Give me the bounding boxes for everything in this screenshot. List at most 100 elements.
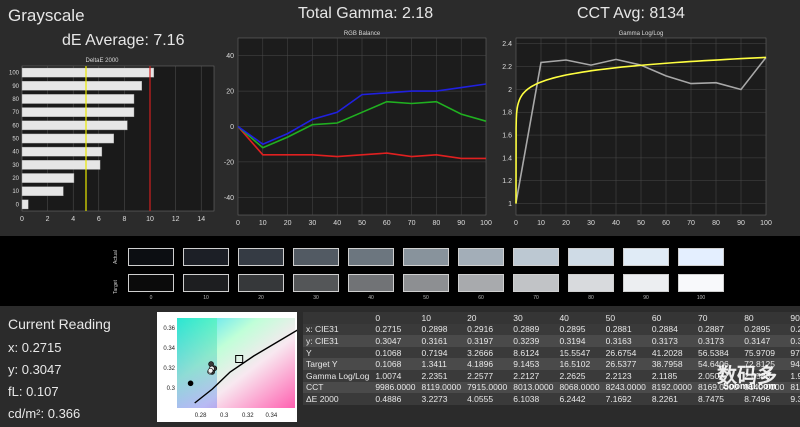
table-cell: 15.5547 <box>556 346 603 359</box>
cie-chart: 0.3 0.32 0.34 0.36 0.28 0.3 0.32 0.34 <box>163 318 302 419</box>
table-cell: 1.0074 <box>372 369 419 382</box>
table-cell: 9.1453 <box>510 358 557 370</box>
table-cell: 0.2884 <box>648 323 696 336</box>
cie-x-tick: 0.28 <box>195 413 207 419</box>
total-gamma-label: Total Gamma: 2.18 <box>298 5 434 22</box>
x-tick-label: 100 <box>760 220 772 227</box>
delta-e-x-tick: 14 <box>197 216 205 223</box>
x-tick-label: 60 <box>383 220 391 227</box>
de-average-label: dE Average: 7.16 <box>62 32 185 49</box>
table-cell: 26.5377 <box>602 358 649 370</box>
table-cell: 0.2916 <box>464 323 511 336</box>
table-cell: 2.0503 <box>695 369 742 382</box>
table-cell: 8013.0000 <box>510 381 557 394</box>
swatch-level-label: 60 <box>478 295 484 301</box>
table-cell: 6.1038 <box>510 393 557 405</box>
table-cell: 8119.0000 <box>418 381 465 394</box>
delta-e-x-tick: 8 <box>122 216 126 223</box>
table-cell: 16.5102 <box>556 358 603 370</box>
reading-y: y: 0.3047 <box>8 362 62 377</box>
table-cell: 1.9992 <box>787 369 800 382</box>
y-tick-label: 0 <box>230 124 234 131</box>
x-tick-label: 40 <box>333 220 341 227</box>
swatch-level-label: 10 <box>203 295 209 301</box>
table-row-label: Target Y <box>303 358 373 370</box>
y-tick-label: 2.2 <box>502 64 512 71</box>
table-cell: 8140.0000 <box>741 381 788 394</box>
actual-swatch <box>403 248 449 266</box>
delta-e-category-label: 80 <box>12 97 19 103</box>
table-cell: 0.2895 <box>556 323 603 336</box>
watermark: 数码多 Soomal.com <box>709 365 799 419</box>
delta-e-chart-title: DeltaE 2000 <box>85 58 119 64</box>
table-cell: 0.3197 <box>464 335 511 347</box>
table-cell: 4.1896 <box>464 358 511 370</box>
table-cell: 3.2273 <box>418 393 465 405</box>
table-cell: 0.3147 <box>741 335 788 347</box>
series-line <box>515 56 767 204</box>
target-swatch <box>348 274 394 292</box>
table-cell: 50 <box>602 312 649 324</box>
table-cell: 0.2895 <box>787 323 800 336</box>
table-cell: 6.2442 <box>556 393 603 405</box>
delta-e-category-label: 90 <box>12 84 19 90</box>
actual-swatch <box>568 248 614 266</box>
cct-avg-label: CCT Avg: 8134 <box>577 5 685 22</box>
table-cell: 4.0555 <box>464 393 511 405</box>
table-cell: 0.3173 <box>648 335 696 347</box>
cie-chart-frame: 0.3 0.32 0.34 0.36 0.28 0.3 0.32 0.34 <box>157 312 302 422</box>
table-cell: 0.2889 <box>510 323 557 336</box>
target-swatch <box>458 274 504 292</box>
table-cell: 8144.0000 <box>787 381 800 394</box>
table-cell: 2.2625 <box>556 369 603 382</box>
delta-e-category-label: 100 <box>9 71 20 77</box>
y-tick-label: 40 <box>226 53 234 60</box>
x-tick-label: 100 <box>480 220 492 227</box>
actual-swatch <box>183 248 229 266</box>
target-swatch <box>623 274 669 292</box>
target-swatch <box>513 274 559 292</box>
table-cell: 26.6754 <box>602 346 649 359</box>
x-tick-label: 80 <box>712 220 720 227</box>
rgb-balance-chart: RGB Balance -40 -20 0 20 40 0 10 20 30 40 50 60 70 8… <box>224 31 492 227</box>
table-cell: 7915.0000 <box>464 381 511 394</box>
swatch-level-label: 90 <box>643 295 649 301</box>
actual-swatch <box>678 248 724 266</box>
x-tick-label: 60 <box>662 220 670 227</box>
x-tick-label: 10 <box>537 220 545 227</box>
delta-e-bar <box>21 146 103 157</box>
table-cell: 0.1068 <box>372 358 419 370</box>
x-tick-label: 30 <box>309 220 317 227</box>
swatch-band: Actual Target 0 10 20 30 40 50 60 70 80 90 100 <box>0 236 800 306</box>
table-cell: 0.3194 <box>556 335 603 347</box>
table-cell: 1.3411 <box>418 358 465 370</box>
table-cell: 0.1068 <box>372 346 419 359</box>
cie-y-tick: 0.36 <box>163 326 175 332</box>
swatch-level-label: 80 <box>588 295 594 301</box>
current-reading-title: Current Reading <box>8 316 111 332</box>
actual-swatch <box>293 248 339 266</box>
series-line <box>237 125 486 160</box>
measurement-table-wrap: 0 10 20 30 40 50 60 70 80 90 x: CIE31 0.2715 0.2898 0… <box>303 312 800 424</box>
table-cell: 2.0583 <box>741 369 788 382</box>
target-swatch <box>293 274 339 292</box>
table-cell: 2.2577 <box>464 369 511 382</box>
table-row-label: ΔE 2000 <box>303 393 373 405</box>
table-row: ΔE 2000 0.4886 3.2273 4.0555 6.1038 6.2442 7.1… <box>303 393 800 405</box>
target-swatch <box>403 274 449 292</box>
table-cell: 0.2715 <box>372 323 419 336</box>
table-cell: 0.3148 <box>787 335 800 347</box>
actual-swatch <box>458 248 504 266</box>
table-row: y: CIE31 0.3047 0.3161 0.3197 0.3239 0.3194 0.… <box>303 335 800 347</box>
x-tick-label: 10 <box>259 220 267 227</box>
delta-e-category-label: 10 <box>12 189 19 195</box>
table-cell: 8192.0000 <box>648 381 696 394</box>
cie-y-tick: 0.34 <box>163 346 175 352</box>
table-cell: 70 <box>695 312 742 324</box>
target-swatch <box>678 274 724 292</box>
x-tick-label: 0 <box>236 220 240 227</box>
table-cell: 2.2351 <box>418 369 465 382</box>
x-tick-label: 50 <box>358 220 366 227</box>
actual-swatch <box>348 248 394 266</box>
cie-y-tick: 0.32 <box>163 366 175 372</box>
